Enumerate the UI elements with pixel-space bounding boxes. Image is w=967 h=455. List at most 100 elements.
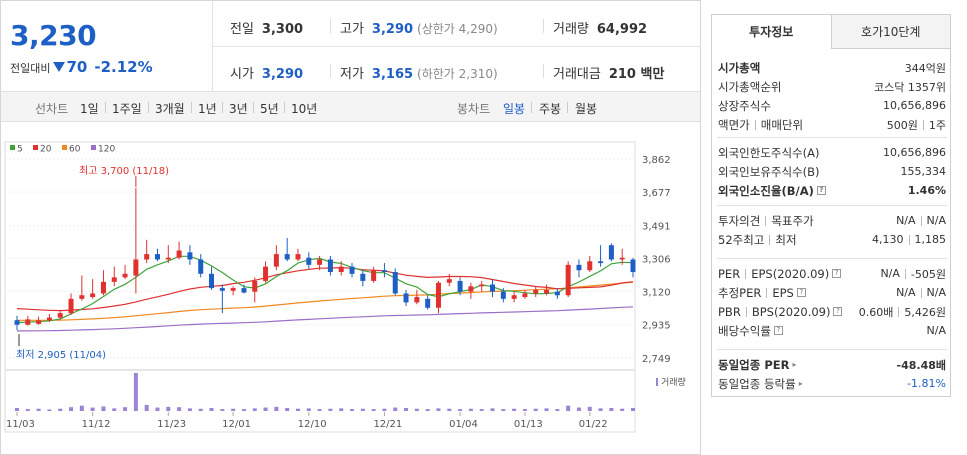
period-1y[interactable]: 1년	[198, 102, 217, 116]
tab-order-book[interactable]: 호가10단계	[831, 15, 950, 49]
ma60-line	[17, 281, 634, 321]
high-annotation: 최고 3,700 (11/18)	[79, 165, 169, 177]
divider	[745, 306, 747, 317]
volume-legend-swatch	[656, 378, 658, 386]
help-icon[interactable]: ?	[773, 326, 783, 335]
candle-body	[122, 273, 128, 278]
info-label: 상장주식수	[718, 98, 771, 114]
divider	[904, 268, 906, 279]
candle-body	[425, 298, 431, 308]
info-text: 5,426원	[904, 305, 946, 319]
candle-body	[511, 295, 517, 299]
candle-body	[57, 313, 63, 318]
period-1d[interactable]: 1일	[80, 102, 99, 116]
period-5y[interactable]: 5년	[260, 102, 279, 116]
divider	[908, 234, 910, 245]
info-text: 추정PER	[718, 285, 762, 300]
help-icon[interactable]: ?	[816, 186, 826, 195]
help-icon[interactable]: ?	[833, 307, 843, 316]
prev-close-stat: 전일 3,300	[230, 18, 303, 37]
candle-body	[371, 270, 377, 281]
candle-body	[284, 254, 290, 260]
volume-bar	[47, 409, 52, 411]
volume-bar	[414, 408, 419, 411]
info-row: 시가총액 344억원	[718, 58, 946, 77]
candle-body	[252, 280, 258, 292]
info-text: N/A	[896, 214, 916, 227]
period-3y[interactable]: 3년	[229, 102, 248, 116]
divider	[765, 215, 767, 226]
info-row: 추정PER EPS? N/A N/A	[718, 283, 946, 302]
prev-close-label: 전일	[230, 22, 254, 37]
chevron-right-icon[interactable]: ▸	[792, 360, 797, 369]
volume-bar	[360, 408, 365, 411]
info-value: 155,334	[901, 165, 947, 178]
y-tick-label: 3,862	[642, 155, 671, 166]
period-3m[interactable]: 3개월	[155, 102, 185, 116]
candle-body	[317, 259, 323, 265]
period-10y[interactable]: 10년	[291, 102, 318, 116]
volume-bar	[620, 408, 625, 411]
legend-swatch-5	[10, 145, 15, 150]
info-label: 외국인소진율(B/A)?	[718, 183, 826, 199]
prev-close-value: 3,300	[261, 22, 304, 37]
help-icon[interactable]: ?	[832, 269, 842, 278]
chevron-right-icon[interactable]: ▸	[798, 379, 803, 388]
volume-bar	[631, 407, 635, 411]
divider	[330, 64, 331, 78]
info-label: 추정PER EPS?	[718, 285, 806, 301]
divider	[222, 102, 223, 113]
y-tick-label: 3,677	[642, 188, 671, 199]
price-chart-svg: 5 20 60 120 3,862 3,677 3,491 3,306 3,120 2,935 2,…	[4, 141, 686, 433]
info-value: N/A	[927, 324, 946, 337]
info-row: 외국인소진율(B/A)? 1.46%	[718, 181, 946, 200]
info-row: 외국인한도주식수(A) 10,656,896	[718, 143, 946, 162]
info-label: PBR BPS(2020.09)?	[718, 304, 843, 319]
volume-bar	[144, 404, 149, 411]
candle-weekly[interactable]: 주봉	[539, 102, 562, 116]
info-text: EPS	[772, 285, 794, 300]
amount-label: 거래대금	[553, 67, 601, 82]
amount-stat: 거래대금 210 백만	[553, 63, 664, 82]
volume-bar	[36, 408, 41, 411]
divider	[191, 102, 192, 113]
info-label: 52주최고 최저	[718, 232, 797, 248]
candle-body	[576, 264, 582, 271]
info-label: 액면가 매매단위	[718, 117, 803, 133]
info-text: 동일업종 PER	[718, 357, 790, 372]
stock-main-panel: 3,230 전일대비 70 -2.12% 전일 3,300 고가 3,290 (…	[0, 0, 701, 455]
info-text: 500원	[886, 118, 918, 132]
period-1w[interactable]: 1주일	[112, 102, 142, 116]
info-tabs: 투자정보 호가10단계	[712, 15, 950, 49]
candle-body	[349, 266, 355, 274]
volume-bar	[90, 407, 95, 411]
legend-label-20: 20	[40, 145, 52, 155]
volume-bar	[241, 409, 246, 411]
candle-body	[144, 254, 150, 260]
y-tick-label: 3,491	[642, 221, 671, 232]
ma5-line	[16, 255, 634, 324]
volume-bar	[58, 408, 63, 411]
info-label: 동일업종 PER ▸	[718, 357, 796, 373]
info-text: BPS(2020.09)	[751, 304, 831, 319]
candle-body	[490, 284, 496, 292]
info-row: 시가총액순위 코스닥 1357위	[718, 77, 946, 96]
candle-daily[interactable]: 일봉	[503, 102, 526, 116]
x-tick-label: 12/10	[298, 419, 327, 430]
candle-body	[327, 259, 333, 272]
info-text: 1주	[928, 118, 946, 132]
candle-body	[111, 277, 117, 282]
price-chart[interactable]: 5 20 60 120 3,862 3,677 3,491 3,306 3,120 2,935 2,…	[1, 122, 700, 455]
volume-bar	[220, 409, 225, 411]
amount-value: 210 백만	[608, 67, 665, 82]
candle-body	[587, 261, 593, 271]
candle-body	[176, 250, 182, 258]
volume-bar	[404, 407, 409, 411]
help-icon[interactable]: ?	[796, 288, 806, 297]
x-tick-label: 11/03	[6, 419, 35, 430]
quote-summary: 3,230 전일대비 70 -2.12%	[1, 1, 213, 91]
candle-monthly[interactable]: 월봉	[575, 102, 598, 116]
candle-body	[446, 279, 452, 283]
tab-invest-info[interactable]: 투자정보	[712, 15, 832, 49]
info-row: 동일업종 PER ▸ -48.48배	[718, 355, 946, 374]
